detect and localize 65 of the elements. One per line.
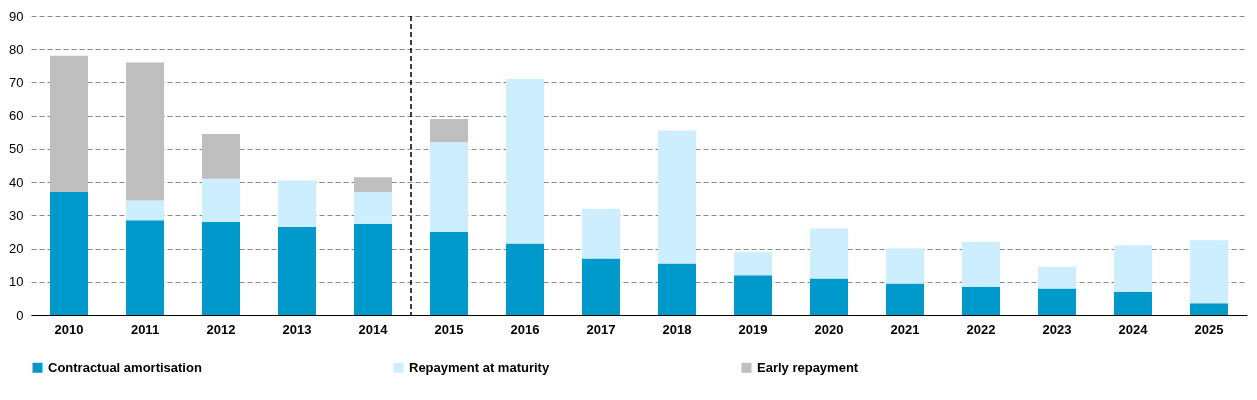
- bar: [962, 241, 1000, 287]
- bar: [658, 130, 696, 264]
- bar: [1038, 288, 1076, 315]
- y-tick-label: 20: [9, 241, 24, 257]
- y-tick-label: 0: [16, 307, 24, 323]
- bar: [202, 133, 240, 179]
- bar: [430, 118, 468, 143]
- bar: [278, 226, 316, 315]
- legend-label: Early repayment: [757, 359, 859, 375]
- y-tick-label: 90: [9, 8, 24, 24]
- bar: [430, 142, 468, 232]
- bar: [582, 208, 620, 259]
- bar: [1038, 266, 1076, 289]
- x-tick-label: 2013: [282, 321, 312, 337]
- bar: [658, 263, 696, 315]
- x-tick-label: 2023: [1042, 321, 1072, 337]
- bar: [506, 243, 544, 315]
- bar: [1114, 291, 1152, 315]
- y-tick-label: 40: [9, 174, 24, 190]
- y-tick-label: 10: [9, 274, 24, 290]
- bar: [734, 251, 772, 276]
- y-tick-label: 70: [9, 74, 24, 90]
- x-tick-label: 2024: [1118, 321, 1149, 337]
- y-tick-label: 60: [9, 108, 24, 124]
- bar: [1190, 240, 1228, 304]
- bar: [50, 192, 88, 315]
- x-tick-label: 2022: [966, 321, 996, 337]
- bar: [354, 223, 392, 315]
- bar: [354, 192, 392, 224]
- bar: [810, 228, 848, 279]
- bar: [1190, 303, 1228, 315]
- bar: [278, 180, 316, 227]
- x-tick-label: 2016: [510, 321, 540, 337]
- x-tick-label: 2018: [662, 321, 692, 337]
- bar: [886, 283, 924, 315]
- bar: [886, 248, 924, 284]
- bar: [962, 286, 1000, 315]
- x-tick-label: 2019: [738, 321, 768, 337]
- bar: [202, 178, 240, 222]
- y-tick-label: 30: [9, 207, 24, 223]
- bar: [126, 200, 164, 221]
- y-tick-label: 50: [9, 141, 24, 157]
- bar: [734, 275, 772, 315]
- bar: [1114, 245, 1152, 292]
- x-tick-label: 2011: [130, 321, 160, 337]
- bar: [126, 62, 164, 201]
- x-tick-label: 2025: [1194, 321, 1224, 337]
- bar: [126, 220, 164, 315]
- bar: [354, 177, 392, 193]
- bar: [506, 79, 544, 244]
- bar: [582, 258, 620, 315]
- bar: [810, 278, 848, 315]
- x-tick-label: 2014: [358, 321, 389, 337]
- bar: [202, 221, 240, 315]
- x-tick-label: 2021: [890, 321, 920, 337]
- legend-label: Contractual amortisation: [48, 359, 202, 375]
- x-tick-label: 2020: [814, 321, 844, 337]
- bar: [50, 55, 88, 193]
- x-tick-label: 2010: [54, 321, 84, 337]
- x-tick-label: 2012: [206, 321, 236, 337]
- legend-label: Repayment at maturity: [409, 359, 550, 375]
- bar: [430, 231, 468, 315]
- x-tick-label: 2015: [434, 321, 464, 337]
- y-tick-label: 80: [9, 41, 24, 57]
- x-tick-label: 2017: [586, 321, 616, 337]
